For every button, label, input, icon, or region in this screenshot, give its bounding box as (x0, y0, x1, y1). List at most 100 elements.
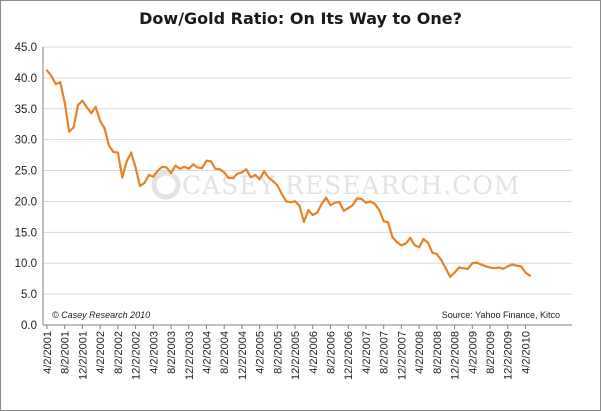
x-tick-label: 12/2/2009 (503, 331, 515, 380)
data-point (130, 151, 133, 154)
data-point (200, 167, 204, 170)
data-point (360, 197, 363, 201)
x-tick-label: 4/2/2009 (467, 331, 479, 374)
x-tick-label: 12/2/2001 (77, 331, 89, 380)
data-point (426, 241, 430, 244)
data-point (413, 244, 416, 247)
data-point (196, 166, 199, 169)
data-point (205, 159, 208, 162)
data-point (404, 242, 407, 245)
data-point (409, 236, 412, 239)
data-point (285, 200, 288, 203)
x-tick-label: 12/2/2005 (290, 331, 302, 380)
x-tick-label: 4/2/2001 (42, 331, 54, 374)
data-point (528, 274, 532, 277)
x-axis-ticks: 4/2/2001 8/2/2001 12/2/2001 4/2/2002 8/2/200… (42, 325, 532, 380)
watermark-text: CASEY RESEARCH.COM (182, 171, 520, 200)
x-tick-label: 12/2/2007 (396, 331, 408, 380)
data-point (59, 81, 62, 84)
data-point (143, 181, 146, 184)
gridlines (43, 46, 572, 295)
data-point (138, 184, 142, 188)
data-point (271, 180, 274, 183)
data-point (263, 170, 266, 173)
data-point (466, 267, 469, 270)
data-point (267, 176, 270, 179)
data-point (174, 164, 177, 167)
data-point (515, 264, 518, 267)
data-point (364, 201, 368, 204)
data-point (294, 200, 297, 203)
x-tick-label: 4/2/2008 (414, 331, 426, 374)
data-point (218, 168, 221, 171)
data-point (134, 166, 137, 169)
source-note: Source: Yahoo Finance, Kitco (442, 310, 560, 320)
copyright-note: © Casey Research 2010 (52, 310, 150, 320)
x-tick-label: 8/2/2006 (326, 331, 338, 374)
data-point (276, 184, 279, 187)
data-point (152, 175, 155, 178)
x-tick-label: 8/2/2004 (219, 331, 231, 374)
data-point (116, 151, 119, 154)
data-point (187, 167, 190, 170)
data-point (480, 263, 483, 266)
x-tick-label: 4/2/2007 (361, 331, 373, 374)
y-tick-label: 45.0 (15, 42, 37, 54)
data-point (289, 201, 292, 204)
x-tick-label: 12/2/2006 (343, 331, 355, 380)
data-point (431, 251, 434, 254)
data-point (391, 236, 394, 239)
data-point (444, 267, 447, 270)
watermark-logo: CASEY RESEARCH.COM (151, 170, 520, 200)
x-tick-label: 8/2/2008 (432, 331, 444, 374)
series-points (45, 69, 532, 278)
data-point (449, 275, 452, 278)
data-point (316, 211, 319, 214)
x-tick-label: 12/2/2003 (184, 331, 196, 380)
data-point (497, 266, 500, 269)
data-point (302, 220, 305, 223)
data-point (457, 266, 461, 269)
data-point (524, 271, 527, 274)
y-tick-label: 20.0 (15, 196, 37, 208)
data-point (422, 238, 425, 241)
data-point (325, 196, 328, 199)
series-layer (45, 69, 532, 278)
data-point (236, 172, 239, 175)
data-point (161, 165, 164, 168)
x-tick-label: 4/2/2006 (308, 331, 320, 374)
data-point (258, 178, 261, 181)
series-line-dow-gold-ratio (45, 69, 532, 278)
data-point (453, 271, 456, 274)
x-tick-label: 8/2/2001 (60, 331, 72, 374)
y-tick-label: 0.0 (21, 320, 37, 332)
data-point (45, 69, 49, 72)
x-tick-label: 8/2/2007 (379, 331, 391, 374)
y-tick-label: 5.0 (21, 289, 37, 301)
data-point (156, 169, 159, 172)
data-point (50, 74, 53, 78)
y-tick-label: 35.0 (15, 104, 37, 116)
data-point (382, 220, 385, 223)
data-point (342, 209, 345, 212)
data-point (400, 244, 403, 247)
data-point (435, 252, 438, 256)
data-point (519, 265, 523, 268)
data-point (165, 166, 168, 169)
y-tick-label: 15.0 (15, 227, 37, 239)
x-tick-label: 8/2/2003 (166, 331, 178, 374)
data-point (223, 171, 226, 174)
data-point (475, 261, 478, 264)
data-point (356, 197, 359, 200)
data-point (254, 173, 257, 176)
data-point (418, 246, 421, 249)
watermark-c-mark (151, 170, 181, 200)
data-point (378, 209, 381, 212)
data-point (72, 126, 75, 129)
data-point (351, 204, 354, 207)
data-point (280, 192, 283, 196)
y-tick-label: 10.0 (15, 258, 37, 270)
data-point (192, 163, 195, 166)
data-point (54, 83, 58, 86)
